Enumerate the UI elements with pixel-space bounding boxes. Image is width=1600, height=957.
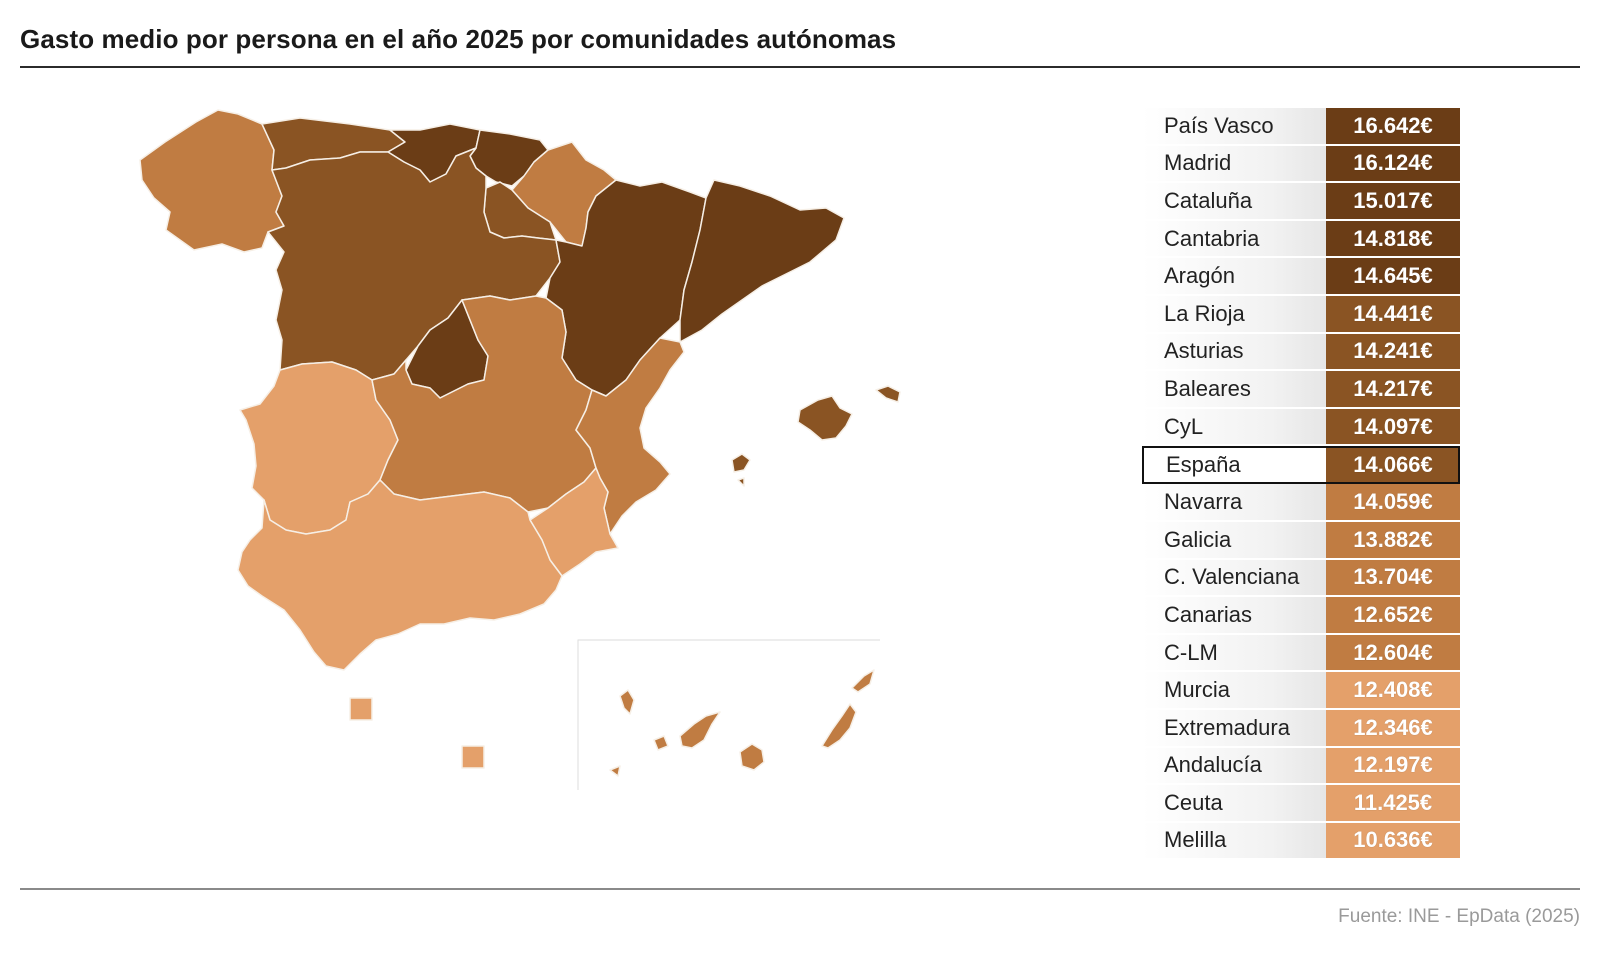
ranking-row: Murcia 12.408€ (1142, 672, 1460, 710)
region-baleares-mallorca[interactable] (797, 395, 853, 441)
ranking-row: Cantabria 14.818€ (1142, 220, 1460, 259)
region-name: C-LM (1142, 634, 1326, 673)
ranking-row: Canarias 12.652€ (1142, 597, 1460, 635)
region-name: Madrid (1142, 145, 1326, 184)
region-baleares-ibiza[interactable] (731, 453, 751, 473)
region-murcia[interactable] (529, 467, 619, 577)
chart-title: Gasto medio por persona en el año 2025 p… (20, 24, 897, 54)
ranking-row: Asturias 14.241€ (1142, 333, 1460, 372)
region-value: 16.642€ (1326, 108, 1460, 146)
region-value: 13.882€ (1326, 521, 1460, 560)
region-value: 14.645€ (1326, 258, 1460, 296)
region-name: Melilla (1142, 822, 1326, 861)
region-value: 14.097€ (1326, 408, 1460, 447)
ranking-row: Andalucía 12.197€ (1142, 747, 1460, 786)
ranking-row-national-average: España 14.066€ (1142, 446, 1460, 485)
region-ceuta[interactable] (349, 697, 373, 721)
region-value: 10.636€ (1326, 822, 1460, 861)
region-value: 12.346€ (1326, 709, 1460, 748)
region-value: 12.408€ (1326, 672, 1460, 710)
region-canarias-la-palma[interactable] (619, 689, 635, 715)
source-note: Fuente: INE - EpData (2025) (1338, 906, 1580, 927)
region-name: Baleares (1142, 371, 1326, 409)
region-value: 14.059€ (1326, 484, 1460, 522)
region-value: 14.066€ (1326, 446, 1460, 485)
region-canarias-fuerteventura[interactable] (821, 703, 857, 749)
region-value: 12.197€ (1326, 747, 1460, 786)
title-divider (20, 66, 1580, 68)
ranking-row: Galicia 13.882€ (1142, 521, 1460, 560)
ranking-row: Ceuta 11.425€ (1142, 785, 1460, 823)
region-name: C. Valenciana (1142, 559, 1326, 598)
region-name: Cataluña (1142, 183, 1326, 221)
ranking-row: C. Valenciana 13.704€ (1142, 559, 1460, 598)
region-canarias-la-gomera[interactable] (653, 735, 669, 751)
region-name: Ceuta (1142, 785, 1326, 823)
region-galicia[interactable] (139, 109, 285, 253)
region-value: 12.652€ (1326, 597, 1460, 635)
footer-divider (20, 888, 1580, 890)
ranking-row: Extremadura 12.346€ (1142, 709, 1460, 748)
region-name: Cantabria (1142, 220, 1326, 259)
region-name: CyL (1142, 408, 1326, 447)
region-value: 14.441€ (1326, 295, 1460, 334)
ranking-row: País Vasco 16.642€ (1142, 108, 1460, 146)
region-andalucia[interactable] (237, 479, 563, 671)
region-castilla-y-leon[interactable] (267, 147, 561, 381)
region-value: 12.604€ (1326, 634, 1460, 673)
region-value: 15.017€ (1326, 183, 1460, 221)
region-name: País Vasco (1142, 108, 1326, 146)
region-canarias-lanzarote[interactable] (851, 669, 875, 693)
ranking-row: La Rioja 14.441€ (1142, 295, 1460, 334)
region-name: Murcia (1142, 672, 1326, 710)
region-canarias-el-hierro[interactable] (609, 765, 621, 777)
ranking-row: Navarra 14.059€ (1142, 484, 1460, 522)
ranking-row: C-LM 12.604€ (1142, 634, 1460, 673)
region-value: 11.425€ (1326, 785, 1460, 823)
ranking-row: Madrid 16.124€ (1142, 145, 1460, 184)
canarias-inset-frame (577, 639, 880, 790)
ranking-table: País Vasco 16.642€ Madrid 16.124€ Cataluña 15… (1142, 108, 1460, 861)
region-name: Aragón (1142, 258, 1326, 296)
region-name: Galicia (1142, 521, 1326, 560)
region-value: 14.241€ (1326, 333, 1460, 372)
region-baleares-menorca[interactable] (875, 385, 901, 403)
ranking-row: Aragón 14.645€ (1142, 258, 1460, 296)
region-name: España (1142, 446, 1326, 485)
region-name: La Rioja (1142, 295, 1326, 334)
ranking-row: Baleares 14.217€ (1142, 371, 1460, 409)
region-canarias-gran-canaria[interactable] (739, 743, 765, 771)
region-name: Andalucía (1142, 747, 1326, 786)
region-name: Asturias (1142, 333, 1326, 372)
region-baleares-formentera[interactable] (737, 477, 745, 487)
region-value: 13.704€ (1326, 559, 1460, 598)
region-value: 16.124€ (1326, 145, 1460, 184)
ranking-row: Melilla 10.636€ (1142, 822, 1460, 861)
ranking-row: CyL 14.097€ (1142, 408, 1460, 447)
region-name: Navarra (1142, 484, 1326, 522)
region-value: 14.818€ (1326, 220, 1460, 259)
region-melilla[interactable] (461, 745, 485, 769)
region-canarias-tenerife[interactable] (679, 711, 721, 749)
spain-choropleth-map (139, 109, 901, 790)
region-name: Extremadura (1142, 709, 1326, 748)
region-catalonia[interactable] (679, 179, 845, 343)
region-value: 14.217€ (1326, 371, 1460, 409)
region-name: Canarias (1142, 597, 1326, 635)
ranking-row: Cataluña 15.017€ (1142, 183, 1460, 221)
